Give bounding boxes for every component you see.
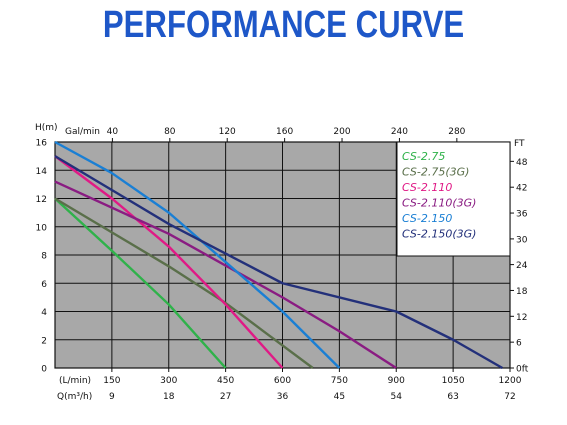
top-tick-label: 200: [333, 127, 350, 137]
bottom-tick-label-lmin: 900: [388, 376, 405, 386]
bottom-tick-label-m3h: 72: [504, 392, 515, 402]
top-tick-label: 160: [276, 127, 293, 137]
bottom-tick-label-lmin: 1200: [499, 376, 522, 386]
bottom-tick-label-m3h: 63: [447, 392, 458, 402]
top-tick-label: 80: [164, 127, 176, 137]
bottom-tick-label-lmin: 1050: [442, 376, 465, 386]
legend-box: [396, 141, 511, 257]
left-tick-label: 8: [41, 252, 47, 262]
top-tick-label: 280: [448, 127, 465, 137]
bottom-tick-label-lmin: 600: [274, 376, 291, 386]
legend-entry-2: CS-2.75(3G): [402, 166, 469, 179]
bottom-tick-label-lmin: 300: [160, 376, 177, 386]
bottom-tick-label-m3h: 54: [391, 392, 403, 402]
bottom-tick-label-m3h: 18: [163, 392, 175, 402]
top-axis-label: Gal/min: [65, 127, 100, 137]
left-tick-label: 6: [41, 280, 47, 290]
series-line-3: [54, 155, 284, 369]
left-tick-label: 16: [36, 139, 48, 149]
left-tick-label: 10: [36, 223, 48, 233]
series-line-1: [54, 197, 227, 369]
bottom-tick-label-lmin: 150: [103, 376, 120, 386]
legend-entry-4: CS-2.110(3G): [402, 197, 476, 210]
bottom-tick-label-m3h: 27: [220, 392, 231, 402]
bottom-axis-label-m3h: Q(m³/h): [57, 392, 92, 402]
left-tick-label: 2: [41, 336, 47, 346]
right-axis-label: FT: [514, 139, 525, 149]
right-tick-label: 42: [516, 184, 527, 194]
series-line-5: [54, 140, 341, 369]
left-tick-label: 14: [36, 167, 48, 177]
top-tick-label: 40: [107, 127, 119, 137]
right-tick-label: 12: [516, 313, 527, 323]
bottom-tick-label-m3h: 9: [109, 392, 115, 402]
legend-entry-5: CS-2.150: [402, 212, 452, 225]
left-tick-label: 12: [36, 195, 47, 205]
bottom-tick-label-lmin: 450: [217, 376, 234, 386]
legend-entry-1: CS-2.75: [402, 150, 445, 163]
bottom-tick-label-m3h: 36: [277, 392, 289, 402]
right-tick-label: 48: [516, 158, 528, 168]
bottom-tick-label-lmin: 750: [331, 376, 348, 386]
right-tick-label: 0ft: [516, 365, 529, 375]
right-tick-label: 18: [516, 287, 528, 297]
series-line-6: [54, 155, 504, 370]
right-tick-label: 30: [516, 235, 528, 245]
right-tick-label: 36: [516, 210, 528, 220]
top-tick-label: 240: [391, 127, 408, 137]
right-tick-label: 24: [516, 261, 528, 271]
left-tick-label: 0: [41, 365, 47, 375]
top-tick-label: 120: [219, 127, 236, 137]
bottom-axis-label-lmin: (L/min): [59, 376, 91, 386]
left-axis-label: H(m): [35, 123, 58, 133]
series-line-4: [54, 180, 397, 370]
right-tick-label: 6: [516, 339, 522, 349]
chart-title: PERFORMANCE CURVE: [102, 4, 465, 46]
bottom-tick-label-m3h: 45: [334, 392, 345, 402]
legend-entry-3: CS-2.110: [402, 181, 452, 194]
left-tick-label: 4: [41, 308, 47, 318]
legend-entry-6: CS-2.150(3G): [402, 228, 476, 241]
